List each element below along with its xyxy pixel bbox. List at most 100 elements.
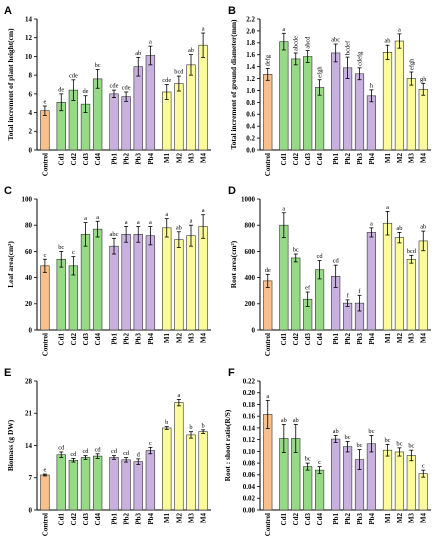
bar-pb3 [133,66,143,151]
significance-label: b [189,424,192,431]
x-tick-label: Pb1 [332,153,340,165]
significance-label: a [149,39,152,46]
x-tick-label: Control [41,513,49,536]
x-tick-label: Pb3 [356,153,364,165]
bar-m2 [174,239,184,331]
significance-label: bcd [174,69,184,76]
y-tick-label: 0.4 [246,123,255,131]
bar-control [263,74,273,151]
x-tick-label: Pb2 [344,333,352,345]
bar-m3 [186,64,196,151]
panel-c: C 0 20 40 60 80 100 Leaf area(cm²) c Control bc Cd1… [4,185,211,356]
bar-pb1 [109,93,119,151]
bar-pb2 [342,302,353,331]
bar-m2 [174,83,184,151]
x-tick-label: M3 [408,153,416,164]
bar-cd4 [92,228,103,331]
bar-m2 [394,40,405,151]
bar-m2 [174,402,184,511]
significance-label: a [282,26,285,33]
bar-cd4 [314,87,325,151]
significance-label: abc [110,231,119,238]
x-tick-label: M4 [200,153,208,164]
significance-label: f [358,288,361,295]
bar-pb3 [354,73,365,151]
significance-label: e [43,99,46,106]
bar-pb1 [331,438,341,511]
panel-a: A 0 2 4 6 8 10 12 14 Total increment of plant hei… [4,5,211,176]
y-tick-label: 1.6 [246,51,255,59]
significance-label: cd [95,446,102,453]
x-tick-label: Pb1 [332,333,340,345]
x-tick-label: Cd1 [58,153,66,166]
x-tick-label: Cd4 [316,153,324,166]
bar-pb2 [121,459,131,511]
x-tick-label: Control [41,153,49,176]
bar-cd2 [68,459,79,511]
y-tick-label: 0.22 [243,377,256,385]
bar-m4 [198,226,208,331]
x-tick-label: Cd4 [316,333,324,346]
x-tick-label: M4 [420,513,428,524]
bar-pb4 [145,235,156,331]
y-tick-label: 2 [29,128,33,136]
y-axis-label: Leaf area(cm²) [6,241,15,288]
bar-control [40,110,50,151]
bar-m4 [198,44,208,151]
y-axis-label: Total increment of plant height(cm) [6,28,15,141]
y-tick-label: 0.10 [243,448,256,456]
bar-pb3 [133,461,143,511]
significance-label: a [149,219,152,226]
significance-label: f [347,292,350,299]
y-tick-label: 800 [245,222,256,230]
significance-label: a [177,392,180,399]
x-tick-label: Cd1 [58,513,66,526]
x-tick-label: Cd2 [70,333,78,346]
x-tick-label: M4 [420,333,428,344]
significance-label: c [422,463,425,470]
significance-label: gh [420,76,427,83]
bar-cd2 [291,58,301,151]
x-tick-label: M2 [396,333,404,344]
significance-label: ab [281,417,287,424]
significance-label: a [202,26,205,33]
y-tick-label: 12 [25,34,33,42]
significance-label: cd [82,448,89,455]
significance-label: a [190,218,193,225]
significance-label: ab [384,38,390,45]
y-tick-label: 0.18 [243,401,256,409]
significance-label: cde [69,72,78,79]
significance-label: a [266,393,269,400]
x-tick-label: Control [41,333,49,356]
x-tick-label: Pb4 [368,333,376,345]
bar-m1 [382,52,393,151]
y-tick-label: 0.04 [243,483,256,491]
x-tick-label: Pb3 [135,333,143,345]
x-tick-label: M2 [175,333,183,344]
bar-pb4 [145,55,156,151]
x-tick-label: Cd2 [292,333,300,346]
x-tick-label: Pb3 [135,153,143,165]
significance-label: b [202,422,205,429]
bar-pb4 [366,95,377,151]
y-tick-label: 8 [29,72,33,80]
bar-m2 [394,451,405,511]
significance-label: c [318,459,321,466]
significance-label: c [149,440,152,447]
y-tick-label: 60 [25,248,33,256]
significance-label: ab [176,224,182,231]
y-tick-label: 7 [29,474,33,482]
significance-label: cdefg [357,51,364,66]
y-tick-label: 400 [245,274,256,282]
x-tick-label: Cd2 [70,153,78,166]
significance-label: a [282,205,285,212]
x-tick-label: Pb2 [344,513,352,525]
x-tick-label: Cd3 [304,333,312,346]
y-axis-label: Total increment of ground diameter(mm) [229,19,238,150]
significance-label: d [137,451,141,458]
y-tick-label: 0.08 [243,459,256,467]
bar-cd1 [279,41,289,151]
significance-label: bc [396,440,402,447]
significance-label: a [165,211,168,218]
